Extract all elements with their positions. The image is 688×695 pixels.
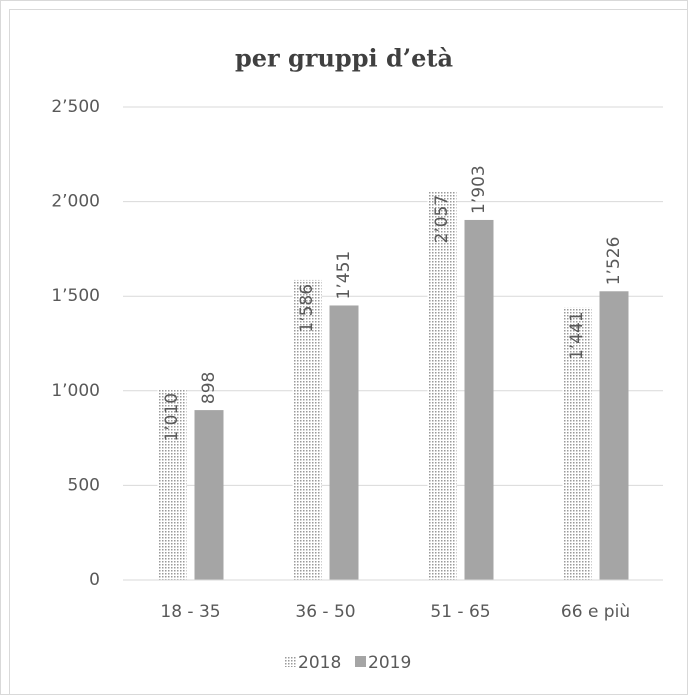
x-tick-label: 18 - 35 (160, 602, 220, 622)
chart-title: per gruppi d’età (235, 44, 453, 73)
legend-label: 2018 (298, 653, 341, 673)
bar (464, 219, 494, 580)
x-tick-label: 51 - 65 (430, 602, 490, 622)
value-label: 2’057 (432, 195, 452, 244)
value-label: 898 (199, 372, 219, 404)
legend-swatch (285, 656, 296, 667)
y-tick-label: 0 (89, 570, 100, 590)
bar (157, 388, 187, 580)
legend-label: 2019 (368, 653, 411, 673)
value-label: 1’451 (334, 251, 354, 300)
value-label: 1’526 (604, 237, 624, 286)
x-tick-label: 36 - 50 (295, 602, 355, 622)
bar (194, 410, 224, 580)
bar (427, 190, 457, 580)
value-label: 1’441 (567, 311, 587, 360)
value-label: 1’903 (469, 165, 489, 214)
value-label: 1’010 (162, 393, 182, 442)
y-tick-label: 2’000 (51, 192, 100, 212)
y-tick-label: 1’500 (51, 286, 100, 306)
bar (562, 307, 592, 580)
bar (329, 305, 359, 580)
y-tick-label: 1’000 (51, 381, 100, 401)
legend-swatch (355, 656, 366, 667)
bar (292, 279, 322, 580)
y-tick-label: 2’500 (51, 97, 100, 117)
y-tick-label: 500 (68, 475, 100, 495)
bar (599, 291, 629, 580)
x-tick-label: 66 e più (561, 602, 630, 622)
value-label: 1’586 (297, 284, 317, 333)
